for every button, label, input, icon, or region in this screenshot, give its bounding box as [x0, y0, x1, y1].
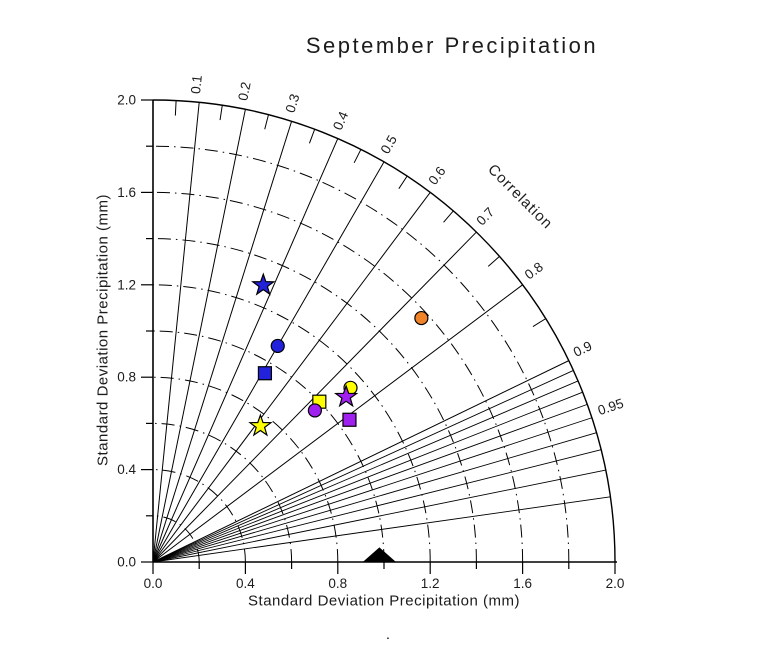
correlation-line	[152, 360, 570, 563]
reference-triangle-marker	[363, 547, 396, 562]
x-axis-tick-label: 0.4	[236, 576, 255, 591]
correlation-minor-tick	[532, 318, 546, 327]
correlation-tick-label: 0.8	[522, 259, 546, 282]
correlation-minor-tick	[174, 100, 177, 116]
correlation-tick-label: 0.95	[596, 396, 626, 418]
y-axis-tick-label: 1.6	[117, 185, 136, 200]
marker-blue-square	[257, 366, 273, 381]
y-axis-tick-label: 0.8	[117, 370, 136, 385]
y-axis-tick-label: 0.4	[117, 462, 136, 477]
correlation-axis-label: Correlation	[484, 161, 556, 233]
x-axis-tick-label: 1.2	[421, 576, 440, 591]
correlation-tick-label: 0.4	[330, 109, 351, 133]
correlation-minor-tick	[264, 114, 269, 130]
correlation-line	[152, 370, 574, 563]
correlation-tick-label: 0.9	[571, 338, 594, 360]
correlation-line	[152, 496, 611, 563]
correlation-minor-tick	[308, 129, 316, 144]
correlation-minor-tick	[219, 105, 223, 121]
correlation-line	[152, 284, 523, 563]
stddev-arc	[152, 191, 524, 563]
correlation-line	[152, 192, 431, 563]
stddev-arc	[152, 422, 293, 563]
stray-dot: .	[386, 626, 390, 642]
x-axis-label: Standard Deviation Precipitation (mm)	[248, 592, 520, 610]
correlation-line	[152, 102, 200, 563]
correlation-minor-tick	[443, 210, 454, 223]
correlation-line	[152, 469, 606, 563]
x-axis-tick-label: 0.0	[144, 576, 163, 591]
marker-blue-star	[251, 272, 276, 296]
stddev-arc	[152, 284, 431, 563]
correlation-line	[152, 417, 593, 563]
marker-blue-circle	[270, 338, 285, 354]
correlation-tick-label: 0.5	[378, 133, 400, 157]
data-markers	[248, 272, 429, 562]
correlation-line	[152, 403, 588, 563]
y-axis-tick-label: 2.0	[117, 93, 136, 108]
axis-tick-labels: 0.1 0.2 0.3 0.4 0.5 0.6 0.7 0.8 0.9 0.95 Correlati…	[117, 74, 625, 591]
outer-arc	[152, 99, 616, 563]
marker-purple-star	[333, 384, 359, 408]
axis-ticks	[141, 99, 616, 574]
marker-yellow-star	[248, 413, 273, 437]
correlation-gridlines	[152, 100, 611, 563]
correlation-minor-tick	[398, 175, 408, 189]
stddev-arc	[152, 145, 570, 563]
correlation-line	[152, 432, 597, 563]
correlation-tick-label: 0.1	[188, 74, 205, 94]
correlation-line	[152, 380, 579, 563]
marker-orange-circle	[414, 310, 429, 326]
correlation-tick-label: 0.6	[425, 164, 448, 188]
chart-title: September Precipitation	[305, 33, 599, 58]
marker-purple-square	[342, 412, 357, 427]
stddev-arc-gridlines	[152, 99, 616, 563]
correlation-line	[152, 109, 246, 563]
stddev-arc	[152, 376, 339, 563]
correlation-line	[152, 161, 385, 563]
x-axis-tick-label: 2.0	[606, 576, 625, 591]
correlation-minor-tick	[487, 256, 500, 267]
correlation-tick-label: 0.2	[235, 81, 253, 102]
correlation-minor-tick	[353, 149, 362, 164]
correlation-tick-label: 0.7	[473, 204, 497, 228]
correlation-line	[152, 391, 583, 563]
correlation-tick-label: 0.3	[283, 92, 303, 114]
stddev-arc	[152, 238, 477, 563]
axes	[152, 100, 617, 563]
x-axis-tick-label: 0.8	[328, 576, 347, 591]
correlation-line	[152, 138, 339, 563]
y-axis-tick-label: 0.0	[117, 555, 136, 570]
correlation-line	[152, 121, 293, 563]
marker-purple-circle	[307, 403, 322, 418]
correlation-line	[152, 449, 602, 563]
x-axis-tick-label: 1.6	[513, 576, 532, 591]
y-axis-tick-label: 1.2	[117, 277, 136, 292]
